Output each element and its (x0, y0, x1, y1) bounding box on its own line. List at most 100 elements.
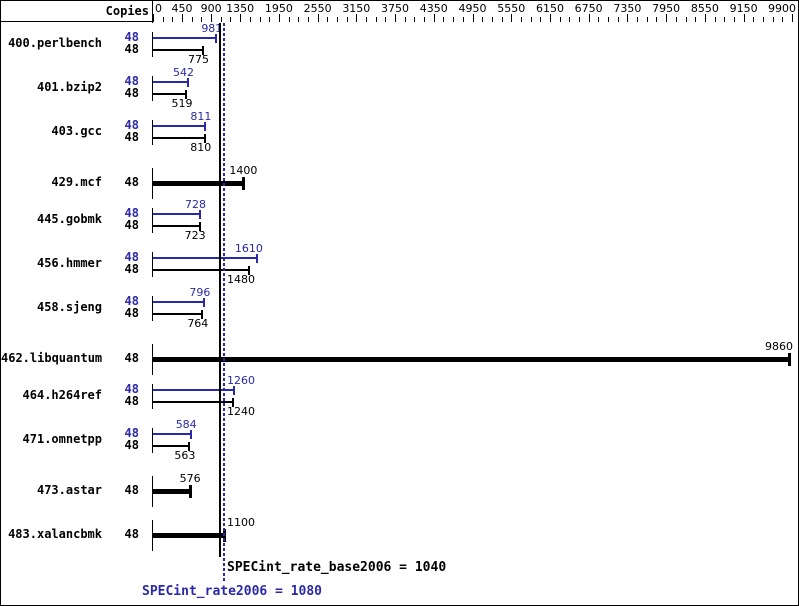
axis-tick (686, 17, 687, 22)
benchmark-label: 400.perlbench (8, 36, 102, 50)
base-bar-end-cap (242, 177, 246, 190)
header-underline (1, 21, 153, 22)
base-value-label: 1100 (227, 516, 255, 529)
copies-value: 48 (124, 351, 139, 365)
axis-tick (347, 17, 348, 22)
bar-start-tick (152, 476, 153, 507)
peak-value-label: 1610 (234, 242, 263, 255)
axis-tick (656, 17, 657, 22)
copies-value: 48 (124, 294, 139, 308)
axis-tick (298, 17, 299, 22)
base-bar-end-cap (232, 398, 235, 407)
base-bar (153, 401, 234, 403)
peak-bar (153, 81, 188, 83)
axis-tick (376, 17, 377, 22)
peak-value-label: 796 (189, 286, 211, 299)
peak-bar (153, 37, 217, 39)
bar-start-tick (152, 252, 153, 277)
benchmark-label: 429.mcf (51, 175, 102, 189)
base-bar (153, 313, 203, 315)
peak-bar-end-cap (255, 254, 258, 263)
axis-tick-label: 8550 (690, 2, 719, 15)
axis-tick (250, 17, 251, 22)
axis-tick-label: 7350 (613, 2, 642, 15)
base-value-label: 563 (174, 449, 196, 462)
axis-tick (598, 17, 599, 22)
copies-value: 48 (124, 262, 139, 276)
base-bar (153, 489, 191, 494)
peak-bar (153, 433, 191, 435)
peak-bar (153, 213, 200, 215)
axis-tick (201, 17, 202, 22)
axis-tick-label: 3750 (381, 2, 410, 15)
benchmark-label: 473.astar (36, 483, 102, 497)
axis-tick (782, 17, 783, 22)
axis-tick (647, 17, 648, 22)
peak-summary-label: SPECint_rate2006 = 1080 (142, 584, 323, 599)
axis-tick-label: 2550 (303, 2, 332, 15)
axis-tick (569, 17, 570, 22)
axis-tick-label: 4950 (458, 2, 487, 15)
header-separator-line (152, 1, 153, 23)
base-bar-end-cap (247, 266, 250, 275)
bar-start-tick (152, 168, 153, 199)
copies-value: 48 (124, 438, 139, 452)
base-value-label: 576 (179, 472, 201, 485)
copies-value: 48 (124, 42, 139, 56)
bar-start-tick (152, 76, 153, 101)
axis-tick (666, 14, 667, 22)
copies-value: 48 (124, 175, 139, 189)
copies-column-header: Copies (105, 4, 149, 18)
axis-tick (395, 14, 396, 22)
peak-bar-end-cap (203, 298, 206, 307)
bar-start-tick (152, 296, 153, 321)
axis-tick-label: 9150 (729, 2, 758, 15)
copies-value: 48 (124, 86, 139, 100)
axis-tick (608, 17, 609, 22)
base-bar-end-cap (198, 222, 201, 231)
axis-tick (540, 17, 541, 22)
base-summary-label: SPECint_rate_base2006 = 1040 (227, 560, 447, 575)
axis-tick (192, 17, 193, 22)
base-value-label: 9860 (765, 340, 793, 353)
base-value-label: 764 (187, 317, 209, 330)
axis-tick (453, 17, 454, 22)
base-bar-end-cap (202, 46, 205, 55)
benchmark-label: 471.omnetpp (22, 432, 102, 446)
axis-tick (550, 14, 551, 22)
base-reference-line (219, 23, 221, 557)
axis-tick (792, 14, 793, 22)
peak-bar-end-cap (204, 122, 207, 131)
axis-tick (676, 17, 677, 22)
base-bar-end-cap (188, 442, 191, 451)
axis-tick (230, 17, 231, 22)
axis-tick (521, 17, 522, 22)
axis-tick-label: 4350 (419, 2, 448, 15)
bar-start-tick (152, 344, 153, 375)
base-value-label: 1400 (229, 164, 258, 177)
axis-tick (289, 17, 290, 22)
benchmark-label: 403.gcc (51, 124, 102, 138)
axis-tick (763, 17, 764, 22)
axis-tick (308, 17, 309, 22)
peak-bar-end-cap (189, 430, 192, 439)
axis-tick (773, 17, 774, 22)
axis-tick (705, 14, 706, 22)
axis-tick-label: 9900 (768, 2, 796, 15)
axis-tick (211, 14, 212, 22)
axis-tick (260, 17, 261, 22)
axis-tick (240, 14, 241, 22)
copies-value: 48 (124, 218, 139, 232)
bar-start-tick (152, 208, 153, 233)
base-bar (153, 49, 204, 51)
copies-value: 48 (124, 250, 139, 264)
axis-tick (627, 14, 628, 22)
axis-tick (269, 17, 270, 22)
peak-bar (153, 257, 257, 259)
peak-value-label: 1260 (227, 374, 255, 387)
axis-tick (724, 17, 725, 22)
copies-value: 48 (124, 483, 139, 497)
bar-start-tick (152, 32, 153, 57)
axis-tick (327, 17, 328, 22)
